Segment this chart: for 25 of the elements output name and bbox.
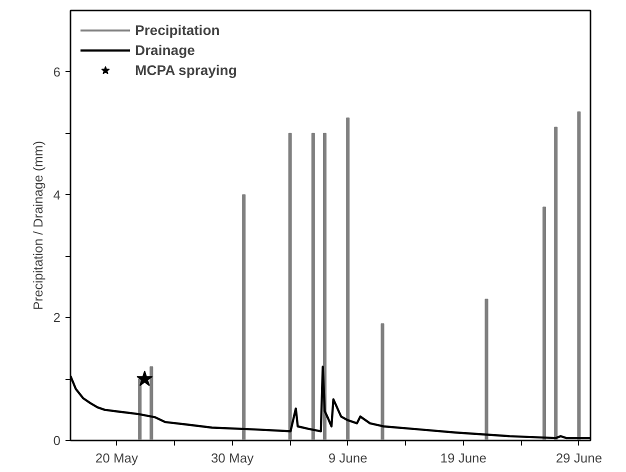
bar (150, 366, 154, 440)
bar (380, 323, 384, 440)
x-tick-label: 20 May (95, 450, 139, 466)
y-axis-title: Precipitation / Drainage (mm) (30, 140, 46, 310)
y-tick-label: 4 (53, 187, 61, 202)
y-tick-label: 6 (53, 64, 61, 80)
bar (542, 206, 546, 440)
bar (577, 111, 581, 440)
bar (484, 298, 488, 440)
bar (322, 132, 326, 440)
legend-label: Precipitation (135, 22, 220, 38)
bar (288, 132, 292, 440)
bar (311, 132, 315, 440)
bar (346, 118, 350, 440)
bar (554, 126, 558, 440)
x-tick-label: 29 June (556, 450, 602, 466)
x-tick-label: 19 June (440, 450, 487, 466)
bar (138, 378, 142, 440)
y-tick-label: 0 (53, 433, 61, 448)
legend-label: MCPA spraying (135, 62, 237, 78)
legend-label: Drainage (135, 42, 195, 58)
y-tick-label: 2 (53, 310, 61, 326)
x-tick-label: 30 May (210, 450, 254, 466)
x-tick-label: 9 June (328, 450, 368, 466)
bar (242, 194, 246, 440)
